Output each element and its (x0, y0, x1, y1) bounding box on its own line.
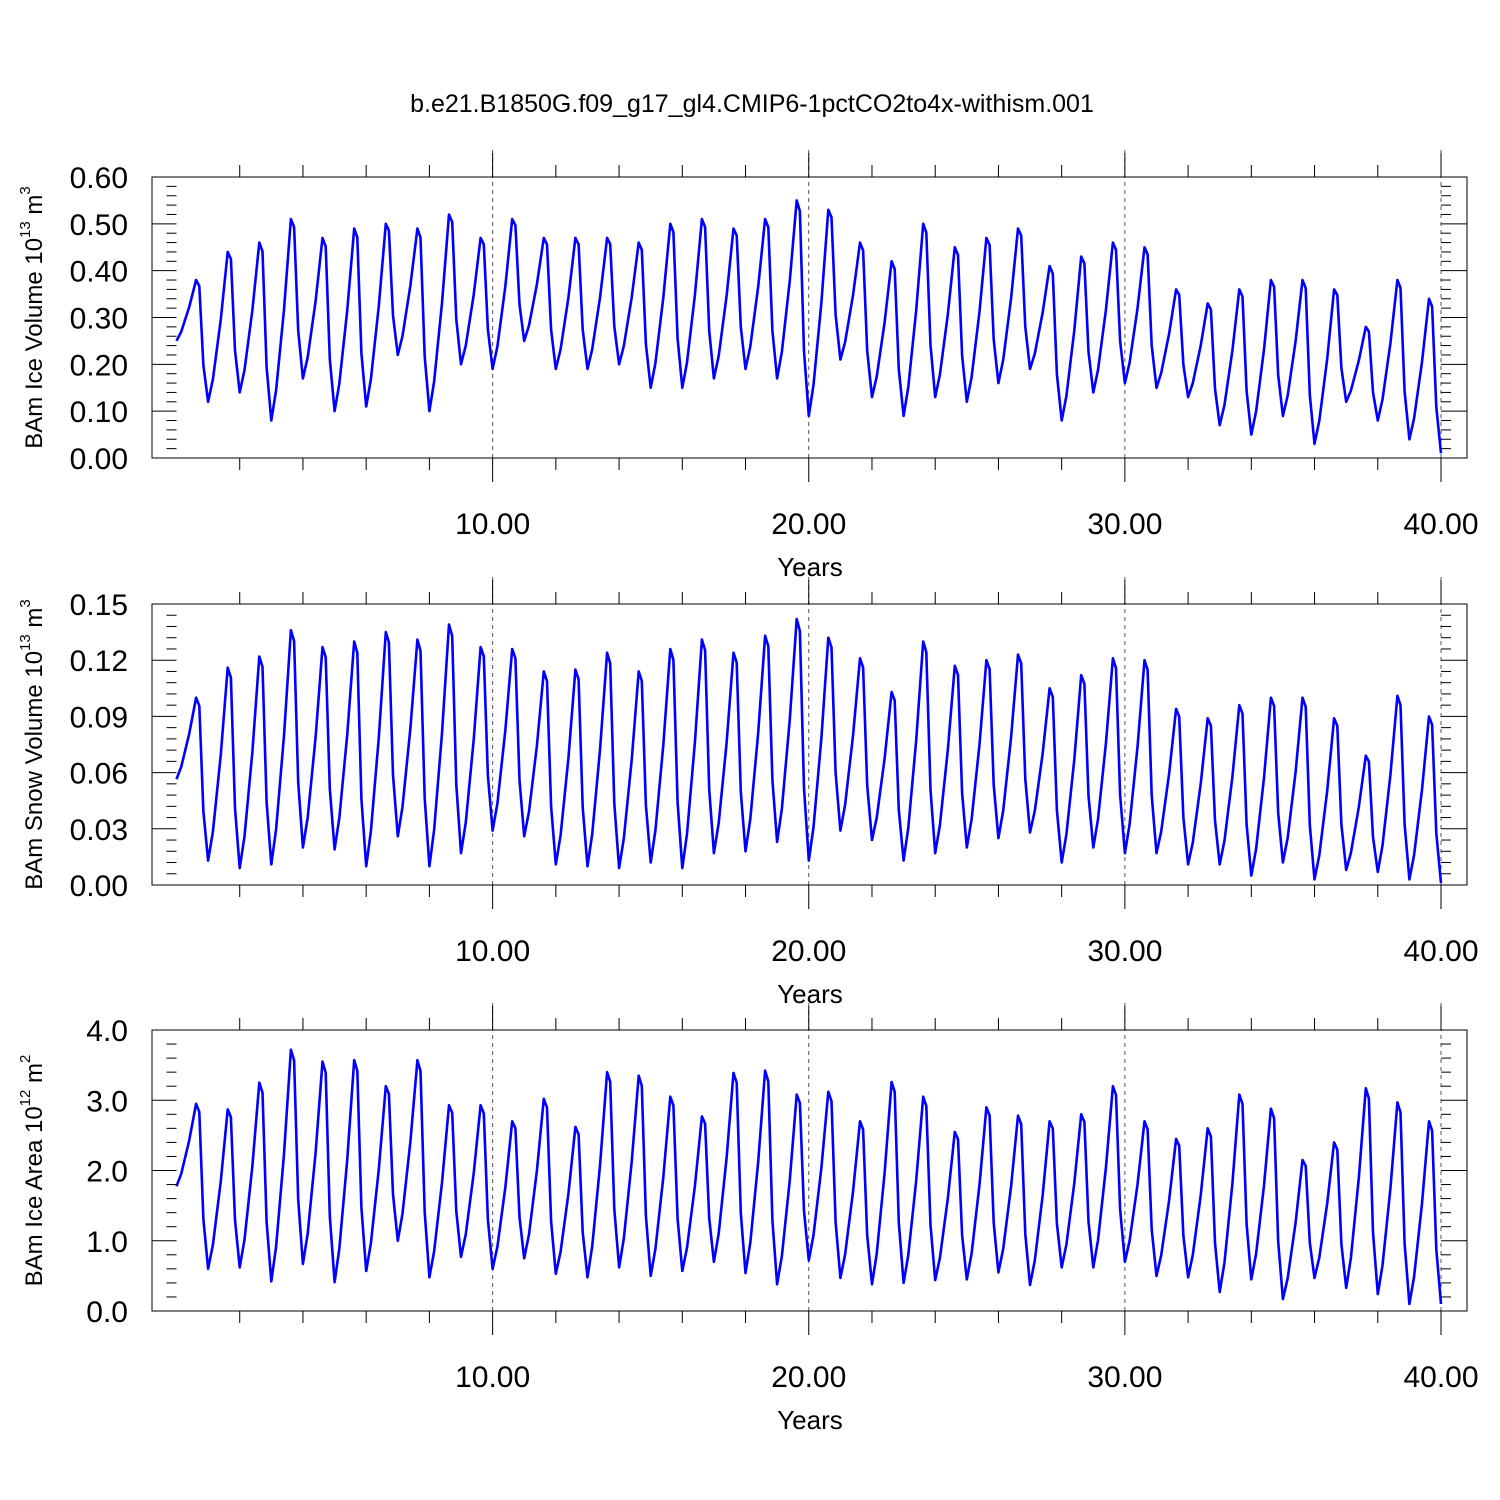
y-tick-label: 0.60 (70, 162, 128, 195)
x-tick-label: 20.00 (771, 508, 846, 541)
y-axis-label-exponent: 12 (17, 1090, 34, 1107)
series-line (175, 1048, 1443, 1306)
x-tick-label: 30.00 (1087, 935, 1162, 968)
y-tick-label: 0.00 (70, 870, 128, 903)
y-tick-label: 0.50 (70, 209, 128, 242)
x-tick-label: 40.00 (1403, 508, 1478, 541)
y-axis-label-unit: m (21, 1063, 48, 1090)
y-tick-label: 1.0 (86, 1226, 128, 1259)
x-tick-label: 30.00 (1087, 508, 1162, 541)
y-axis-label-exponent: 13 (17, 634, 34, 651)
tick-marks: 0.00 0.10 0.20 0.30 0.40 0.50 0.60 10.00 20.00 30… (70, 153, 1479, 541)
y-tick-label: 0.00 (70, 443, 128, 476)
series-line-group (175, 199, 1443, 454)
y-tick-label: 4.0 (86, 1015, 128, 1048)
series-line-group (175, 1048, 1443, 1306)
series-line-group (175, 617, 1443, 884)
x-tick-label: 20.00 (771, 935, 846, 968)
tick-marks: 0.0 1.0 2.0 3.0 4.0 10.00 20.00 30.00 40.00 (86, 1006, 1479, 1394)
y-axis-label-unit: m (21, 195, 48, 222)
y-tick-label: 0.06 (70, 758, 128, 791)
y-tick-label: 3.0 (86, 1085, 128, 1118)
x-tick-label: 40.00 (1403, 1361, 1478, 1394)
y-tick-label: 2.0 (86, 1156, 128, 1189)
svg-text:BAm Snow Volume 1013 m3: BAm Snow Volume 1013 m3 (17, 599, 48, 890)
svg-text:BAm Ice Area 1012 m2: BAm Ice Area 1012 m2 (17, 1055, 48, 1287)
y-axis-label-text: BAm Snow Volume 10 (21, 651, 48, 890)
panel-gridlines (492, 577, 1442, 885)
y-axis-label: BAm Snow Volume 1013 m3 (17, 599, 48, 890)
y-tick-label: 0.20 (70, 349, 128, 382)
y-axis-label-unit-exponent: 2 (17, 1055, 34, 1063)
x-axis-label: Years (777, 979, 843, 1009)
y-tick-label: 0.03 (70, 814, 128, 847)
y-tick-label: 0.09 (70, 701, 128, 734)
x-axis-label: Years (777, 1405, 843, 1435)
tick-marks: 0.00 0.03 0.06 0.09 0.12 0.15 10.00 20.00 30.00 4… (70, 580, 1479, 968)
y-tick-label: 0.0 (86, 1296, 128, 1329)
x-tick-label: 10.00 (455, 508, 530, 541)
plot-frame (151, 603, 1468, 886)
y-axis-label-unit: m (21, 608, 48, 635)
snow-volume-panel: 0.00 0.03 0.06 0.09 0.12 0.15 10.00 20.00 30.00 4… (17, 577, 1479, 1009)
y-axis-label-text: BAm Ice Volume 10 (21, 238, 48, 449)
y-axis-label-unit-exponent: 3 (17, 599, 34, 607)
x-axis-label: Years (777, 552, 843, 582)
y-axis-label: BAm Ice Area 1012 m2 (17, 1055, 48, 1287)
y-tick-label: 0.10 (70, 396, 128, 429)
y-tick-label: 0.15 (70, 589, 128, 622)
y-axis-label: BAm Ice Volume 1013 m3 (17, 186, 48, 448)
series-line (175, 199, 1443, 454)
y-axis-label-exponent: 13 (17, 221, 34, 238)
x-tick-label: 10.00 (455, 935, 530, 968)
figure-title: b.e21.B1850G.f09_g17_gl4.CMIP6-1pctCO2to… (410, 90, 1094, 118)
svg-text:BAm Ice Volume 1013 m3: BAm Ice Volume 1013 m3 (17, 186, 48, 448)
x-tick-label: 30.00 (1087, 1361, 1162, 1394)
y-axis-label-unit-exponent: 3 (17, 186, 34, 194)
y-axis-label-text: BAm Ice Area 10 (21, 1106, 48, 1286)
y-tick-label: 0.12 (70, 645, 128, 678)
x-tick-label: 10.00 (455, 1361, 530, 1394)
x-tick-label: 40.00 (1403, 935, 1478, 968)
panel-gridlines (492, 1003, 1442, 1311)
y-tick-label: 0.30 (70, 303, 128, 336)
series-line (175, 617, 1443, 884)
plot-frame (151, 1029, 1468, 1312)
ice-area-panel: 0.0 1.0 2.0 3.0 4.0 10.00 20.00 30.00 40.00 BAm … (17, 1003, 1479, 1435)
ice-volume-panel: 0.00 0.10 0.20 0.30 0.40 0.50 0.60 10.00 20.00 30… (17, 150, 1479, 582)
y-tick-label: 0.40 (70, 256, 128, 289)
x-tick-label: 20.00 (771, 1361, 846, 1394)
